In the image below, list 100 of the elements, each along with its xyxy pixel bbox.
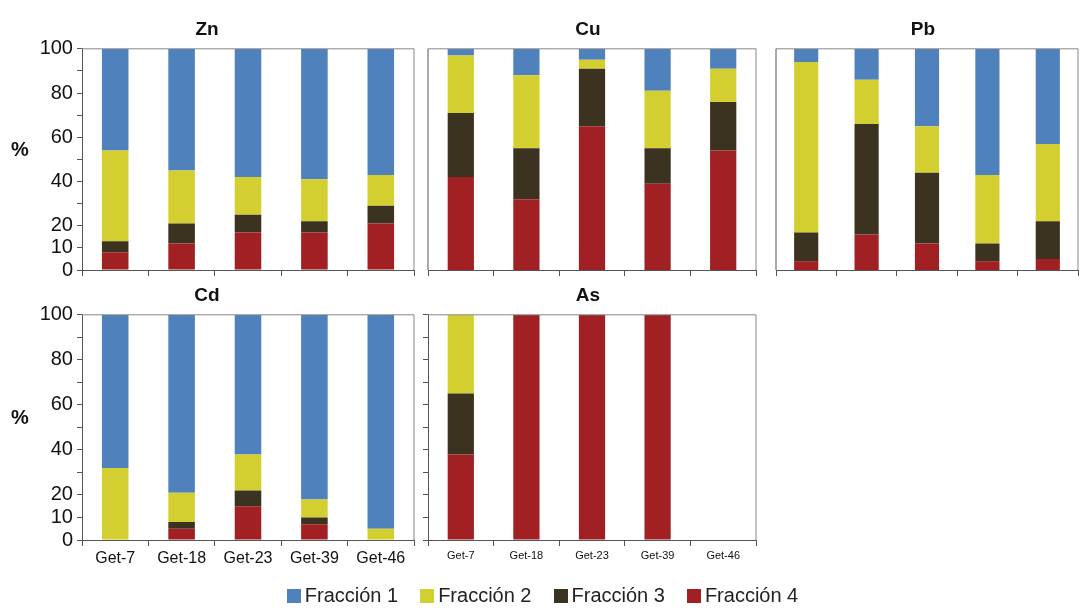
bar [1035, 221, 1060, 259]
bar [367, 174, 395, 206]
bar [578, 59, 606, 69]
x-tick-label: Get-18 [157, 549, 207, 567]
bar [168, 48, 195, 171]
bar [101, 314, 129, 468]
y-tick-label: 0 [61, 257, 73, 280]
bar [234, 506, 262, 540]
bar [513, 48, 540, 76]
x-tick-label: Get-23 [575, 548, 609, 561]
y-tick-label: 100 [39, 36, 73, 59]
legend-label: Fracción 1 [304, 584, 399, 607]
legend-label: Fracción 2 [438, 584, 532, 607]
bar [168, 521, 195, 529]
bar [234, 314, 262, 455]
chart-title: Cd [194, 283, 220, 305]
y-tick-label: 40 [50, 437, 73, 460]
bar [513, 148, 540, 200]
bar [710, 150, 737, 270]
bar [710, 68, 737, 102]
bar [168, 170, 195, 224]
bar [301, 179, 328, 222]
bar [367, 314, 395, 529]
bar [794, 48, 819, 63]
bar [168, 528, 195, 540]
bar [234, 48, 262, 178]
bar [367, 223, 395, 270]
bar [301, 221, 328, 233]
y-tick-label: 100 [39, 302, 73, 325]
bar [854, 48, 879, 80]
bar [1035, 48, 1060, 144]
y-tick-label: 60 [50, 392, 73, 415]
y-tick-label: 10 [50, 505, 73, 527]
bar [914, 48, 940, 127]
y-tick-label: 10 [50, 235, 73, 258]
bar [234, 454, 262, 491]
bar [168, 243, 195, 270]
y-tick-label: 40 [50, 169, 73, 192]
bar [513, 75, 540, 149]
bar [644, 48, 671, 91]
y-axis-title: % [11, 138, 30, 161]
legend-label: Fracción 3 [571, 584, 665, 607]
bar [710, 48, 737, 69]
bar [513, 199, 540, 270]
bar [975, 48, 1000, 175]
bar [168, 314, 195, 493]
chart-title: Cu [575, 17, 601, 39]
y-tick-label: 60 [50, 124, 73, 147]
bar [234, 177, 262, 215]
bar [794, 62, 819, 233]
bar [234, 490, 262, 507]
bar [447, 55, 474, 113]
chart-title: As [575, 283, 601, 305]
x-tick-label: Get-7 [447, 548, 475, 561]
bar [644, 183, 671, 270]
bar [301, 232, 328, 270]
x-tick-label: Get-23 [223, 549, 273, 567]
bar [234, 214, 262, 233]
y-tick-label: 80 [50, 80, 73, 103]
y-axis-title: % [11, 405, 30, 428]
x-tick-label: Get-46 [706, 548, 741, 561]
x-tick-label: Get-46 [356, 549, 406, 567]
bar [101, 241, 129, 253]
bar [975, 261, 1000, 270]
bar [914, 126, 940, 173]
bar [975, 174, 1000, 244]
bar [578, 48, 606, 60]
bar [794, 261, 819, 270]
y-tick-label: 20 [50, 482, 73, 505]
bar [367, 205, 395, 224]
bar [644, 148, 671, 184]
y-tick-label: 80 [50, 347, 73, 370]
bar [234, 232, 262, 270]
x-tick-label: Get-39 [289, 549, 339, 567]
y-tick-label: 20 [50, 213, 73, 236]
bar [168, 492, 195, 522]
bar [101, 467, 129, 540]
bar [578, 68, 606, 127]
bar [301, 524, 328, 540]
bar [914, 243, 940, 270]
bar [1035, 258, 1060, 270]
bar [975, 243, 1000, 262]
chart-title: Pb [910, 17, 936, 39]
bar [101, 252, 129, 270]
x-tick-label: Get-7 [95, 549, 136, 567]
chart-title: Zn [195, 17, 219, 39]
bar [447, 48, 474, 56]
bar [301, 499, 328, 518]
bar [794, 232, 819, 262]
bar [1035, 143, 1060, 222]
bar [854, 79, 879, 125]
x-tick-label: Get-18 [509, 548, 544, 561]
bar [578, 126, 606, 270]
bar [367, 48, 395, 175]
bar [101, 150, 129, 242]
bar [644, 90, 671, 149]
bar [301, 48, 328, 180]
bar [447, 112, 474, 178]
bar [447, 177, 474, 270]
legend-label: Fracción 4 [704, 584, 799, 607]
